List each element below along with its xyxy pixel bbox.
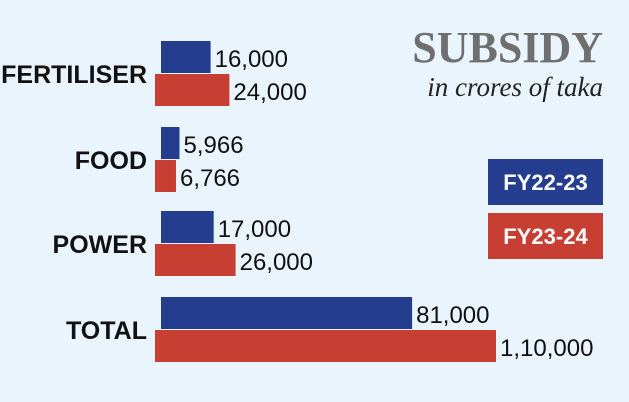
category-label-food: FOOD [75, 147, 147, 175]
bars-group: FERTILISER 16,000 24,000 FOOD 5,966 6,766 POWE… [1, 41, 593, 362]
legend-box-fy22-23 [488, 159, 603, 205]
bar-fy22-23-power [161, 211, 214, 243]
value-label-fy23-24-power: 26,000 [240, 249, 313, 276]
legend: FY22-23 FY23-24 [488, 159, 603, 259]
value-label-fy23-24-fertiliser: 24,000 [233, 79, 306, 106]
bar-fy23-24-total [155, 330, 496, 362]
chart-subtitle: in crores of taka [427, 72, 603, 102]
value-label-fy22-23-food: 5,966 [183, 132, 243, 159]
category-label-fertiliser: FERTILISER [1, 61, 147, 89]
value-label-fy22-23-power: 17,000 [218, 216, 291, 243]
bar-fy22-23-total [161, 297, 413, 329]
legend-label-fy22-23: FY22-23 [503, 170, 587, 195]
bar-fy22-23-fertiliser [161, 41, 211, 73]
value-label-fy22-23-total: 81,000 [416, 302, 489, 329]
legend-label-fy23-24: FY23-24 [503, 224, 588, 249]
value-label-fy23-24-food: 6,766 [180, 165, 240, 192]
value-label-fy22-23-fertiliser: 16,000 [215, 46, 288, 73]
chart-title: SUBSIDY [412, 23, 603, 72]
bar-fy22-23-food [161, 127, 180, 159]
category-label-power: POWER [53, 231, 147, 259]
bar-fy23-24-food [155, 160, 176, 192]
bar-fy23-24-fertiliser [155, 74, 230, 106]
category-label-total: TOTAL [66, 317, 147, 345]
legend-box-fy23-24 [488, 213, 603, 259]
bar-fy23-24-power [155, 244, 236, 276]
value-label-fy23-24-total: 1,10,000 [500, 335, 593, 362]
